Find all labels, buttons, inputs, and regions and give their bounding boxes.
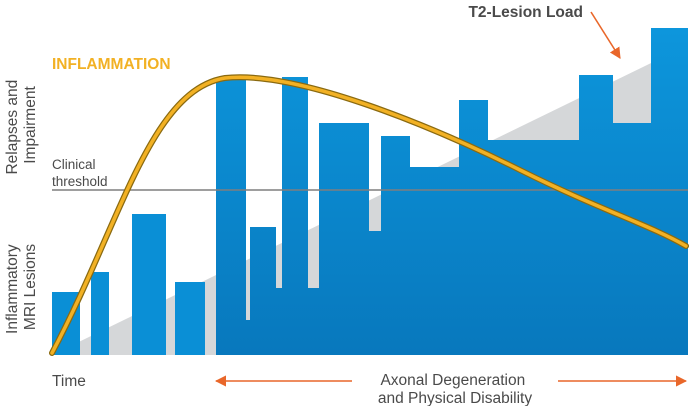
inflammation-label: INFLAMMATION — [52, 56, 171, 73]
relapse-bar — [175, 282, 205, 355]
relapse-bar — [132, 214, 166, 355]
time-label: Time — [52, 373, 86, 390]
relapse-bars — [52, 214, 205, 355]
relapse-bar — [91, 272, 109, 355]
inflammation-curve — [50, 75, 688, 355]
t2-lesion-load-arrow — [590, 11, 621, 59]
clinical-threshold-label: Clinical threshold — [52, 157, 108, 189]
t2-lesion-load-label: T2-Lesion Load — [468, 4, 583, 21]
progression-mass — [216, 28, 688, 355]
y-axis-label-bottom: Inflammatory MRI Lesions — [4, 240, 39, 334]
y-axis-label-top: Relapses and Impairment — [4, 75, 39, 174]
axonal-degeneration-label: Axonal Degeneration and Physical Disabil… — [378, 372, 532, 406]
